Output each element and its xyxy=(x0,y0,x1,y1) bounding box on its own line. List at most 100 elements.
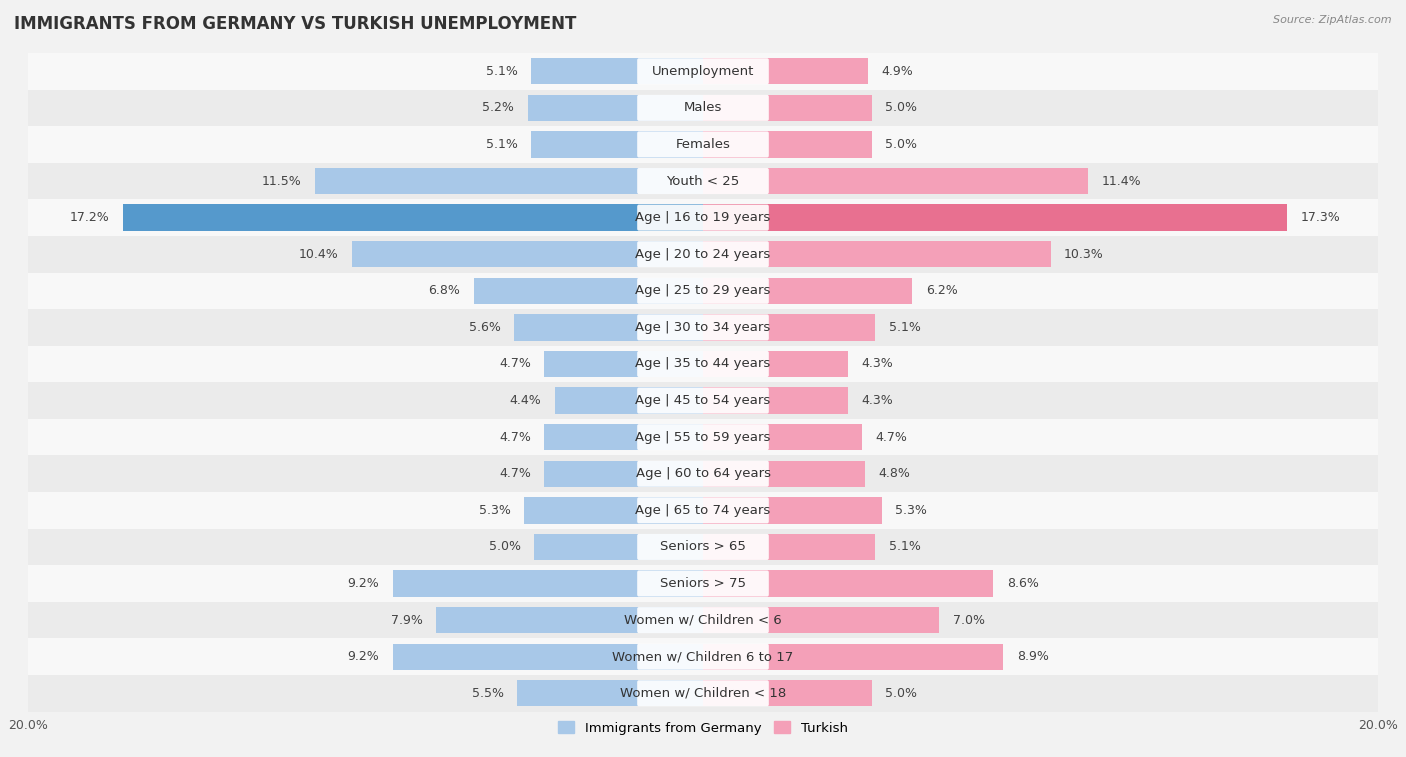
FancyBboxPatch shape xyxy=(637,534,769,560)
Bar xyxy=(517,680,703,706)
Text: Source: ZipAtlas.com: Source: ZipAtlas.com xyxy=(1274,15,1392,25)
Bar xyxy=(352,241,703,267)
Bar xyxy=(544,424,703,450)
Bar xyxy=(28,89,1378,126)
FancyBboxPatch shape xyxy=(637,607,769,633)
Bar xyxy=(703,278,912,304)
Bar xyxy=(28,382,1378,419)
Bar xyxy=(28,273,1378,309)
Text: Unemployment: Unemployment xyxy=(652,65,754,78)
Bar xyxy=(28,565,1378,602)
Bar xyxy=(28,419,1378,456)
Bar xyxy=(703,643,1004,670)
Text: 17.2%: 17.2% xyxy=(69,211,110,224)
Bar xyxy=(703,680,872,706)
Bar xyxy=(28,528,1378,565)
Text: 4.9%: 4.9% xyxy=(882,65,914,78)
Bar xyxy=(703,388,848,414)
Text: 10.3%: 10.3% xyxy=(1064,248,1104,260)
Text: 5.3%: 5.3% xyxy=(896,504,927,517)
Text: 5.1%: 5.1% xyxy=(485,65,517,78)
Text: 5.1%: 5.1% xyxy=(889,321,921,334)
Bar xyxy=(554,388,703,414)
Text: Age | 25 to 29 years: Age | 25 to 29 years xyxy=(636,285,770,298)
FancyBboxPatch shape xyxy=(637,461,769,487)
Bar xyxy=(28,638,1378,675)
Bar xyxy=(544,460,703,487)
Text: 5.0%: 5.0% xyxy=(489,540,520,553)
Text: 8.9%: 8.9% xyxy=(1017,650,1049,663)
Bar xyxy=(28,53,1378,89)
Text: 9.2%: 9.2% xyxy=(347,650,380,663)
FancyBboxPatch shape xyxy=(637,278,769,304)
FancyBboxPatch shape xyxy=(637,497,769,523)
Bar xyxy=(436,607,703,634)
FancyBboxPatch shape xyxy=(637,424,769,450)
FancyBboxPatch shape xyxy=(637,388,769,413)
Legend: Immigrants from Germany, Turkish: Immigrants from Germany, Turkish xyxy=(558,721,848,734)
Text: Youth < 25: Youth < 25 xyxy=(666,175,740,188)
Bar xyxy=(527,95,703,121)
Text: 6.2%: 6.2% xyxy=(925,285,957,298)
Text: Age | 45 to 54 years: Age | 45 to 54 years xyxy=(636,394,770,407)
Text: 5.0%: 5.0% xyxy=(886,687,917,699)
Bar xyxy=(28,602,1378,638)
Text: Age | 35 to 44 years: Age | 35 to 44 years xyxy=(636,357,770,370)
Text: 9.2%: 9.2% xyxy=(347,577,380,590)
Bar xyxy=(703,131,872,157)
Text: 11.4%: 11.4% xyxy=(1101,175,1140,188)
Text: IMMIGRANTS FROM GERMANY VS TURKISH UNEMPLOYMENT: IMMIGRANTS FROM GERMANY VS TURKISH UNEMP… xyxy=(14,15,576,33)
Bar xyxy=(703,204,1286,231)
Bar xyxy=(28,675,1378,712)
Text: Women w/ Children 6 to 17: Women w/ Children 6 to 17 xyxy=(613,650,793,663)
Text: 5.2%: 5.2% xyxy=(482,101,515,114)
Text: 5.0%: 5.0% xyxy=(886,138,917,151)
Text: 7.9%: 7.9% xyxy=(391,614,423,627)
Text: Age | 60 to 64 years: Age | 60 to 64 years xyxy=(636,467,770,480)
Text: 4.3%: 4.3% xyxy=(862,394,893,407)
Text: Women w/ Children < 18: Women w/ Children < 18 xyxy=(620,687,786,699)
Text: 4.7%: 4.7% xyxy=(875,431,907,444)
FancyBboxPatch shape xyxy=(637,571,769,597)
Bar xyxy=(531,131,703,157)
Bar xyxy=(515,314,703,341)
Text: Age | 30 to 34 years: Age | 30 to 34 years xyxy=(636,321,770,334)
Bar xyxy=(703,314,875,341)
Text: Seniors > 65: Seniors > 65 xyxy=(659,540,747,553)
Bar xyxy=(315,168,703,195)
Text: 17.3%: 17.3% xyxy=(1301,211,1340,224)
Text: 5.0%: 5.0% xyxy=(886,101,917,114)
Text: Males: Males xyxy=(683,101,723,114)
Bar xyxy=(703,168,1088,195)
Bar xyxy=(703,350,848,377)
Text: Females: Females xyxy=(675,138,731,151)
FancyBboxPatch shape xyxy=(637,643,769,670)
FancyBboxPatch shape xyxy=(637,351,769,377)
FancyBboxPatch shape xyxy=(637,168,769,194)
FancyBboxPatch shape xyxy=(637,314,769,341)
Text: 10.4%: 10.4% xyxy=(299,248,339,260)
Text: Age | 65 to 74 years: Age | 65 to 74 years xyxy=(636,504,770,517)
Bar xyxy=(28,456,1378,492)
Text: 4.3%: 4.3% xyxy=(862,357,893,370)
Text: 4.7%: 4.7% xyxy=(499,431,531,444)
Text: 4.7%: 4.7% xyxy=(499,467,531,480)
Bar xyxy=(531,58,703,85)
Bar xyxy=(703,95,872,121)
FancyBboxPatch shape xyxy=(637,58,769,84)
Bar xyxy=(703,570,993,597)
Bar xyxy=(28,346,1378,382)
FancyBboxPatch shape xyxy=(637,132,769,157)
Text: 4.4%: 4.4% xyxy=(509,394,541,407)
Text: Age | 16 to 19 years: Age | 16 to 19 years xyxy=(636,211,770,224)
Bar xyxy=(28,236,1378,273)
Bar xyxy=(28,126,1378,163)
Text: 5.3%: 5.3% xyxy=(479,504,510,517)
Bar xyxy=(703,497,882,524)
Text: 5.1%: 5.1% xyxy=(889,540,921,553)
Bar xyxy=(28,309,1378,346)
FancyBboxPatch shape xyxy=(637,681,769,706)
Bar xyxy=(28,163,1378,199)
Bar xyxy=(703,534,875,560)
Bar xyxy=(703,460,865,487)
